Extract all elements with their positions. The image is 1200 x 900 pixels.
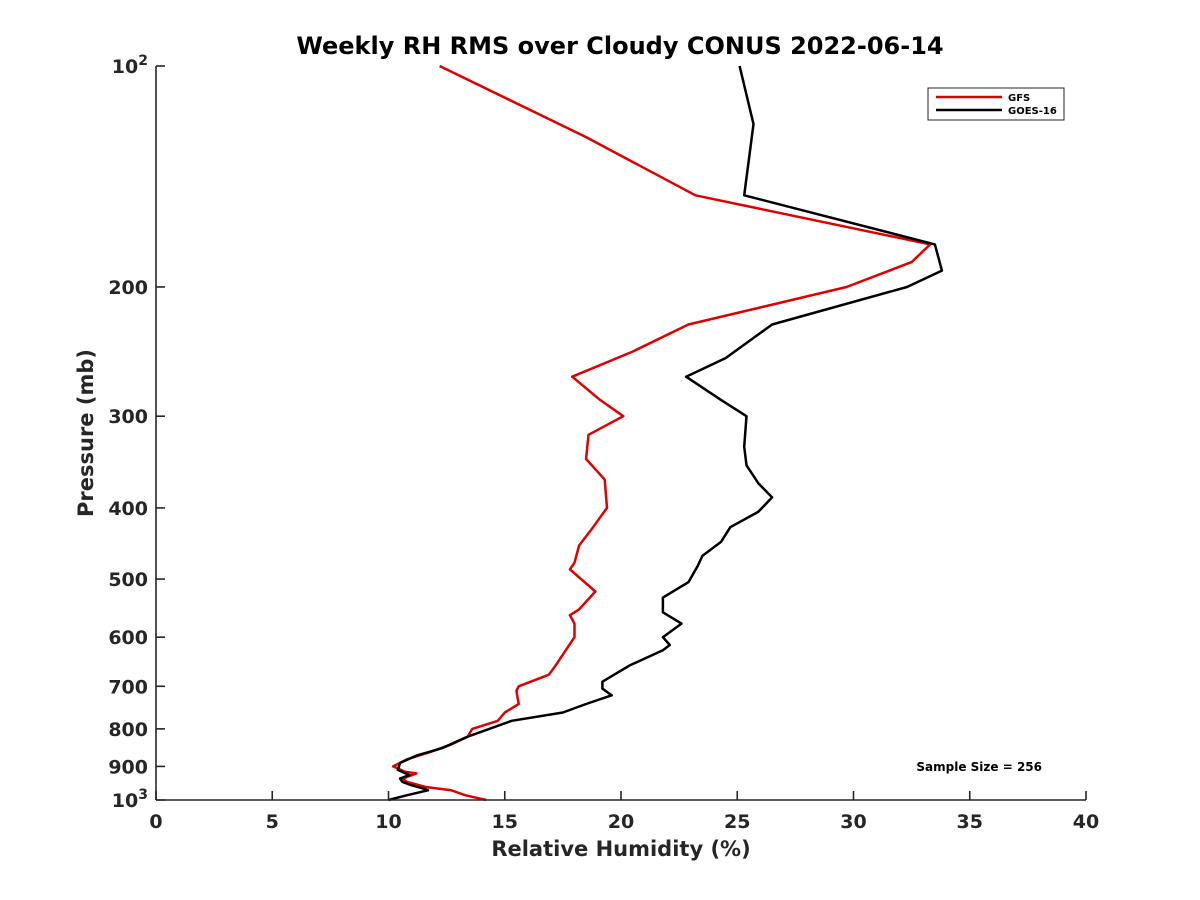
legend-box <box>927 87 1065 121</box>
series-line-goes16 <box>388 65 944 802</box>
legend: GFS GOES-16 <box>927 87 1065 121</box>
y-tick-label: 300 <box>108 406 148 428</box>
x-axis-ticks: 0 5 10 15 20 25 30 35 40 <box>149 791 1099 833</box>
series-layer <box>388 64 944 802</box>
chart-title: Weekly RH RMS over Cloudy CONUS 2022-06-… <box>296 32 943 60</box>
y-tick-label: 500 <box>108 569 148 591</box>
y-axis-label: Pressure (mb) <box>74 349 98 517</box>
x-tick-label: 35 <box>957 811 983 833</box>
x-tick-label: 5 <box>266 811 279 833</box>
y-tick-label: 102 <box>112 53 148 78</box>
legend-label-goes16: GOES-16 <box>1008 106 1057 117</box>
y-tick-label: 200 <box>108 277 148 299</box>
x-tick-label: 40 <box>1073 811 1099 833</box>
x-tick-label: 15 <box>492 811 518 833</box>
y-tick-label: 800 <box>108 719 148 741</box>
y-tick-label: 600 <box>108 627 148 649</box>
x-tick-label: 20 <box>608 811 634 833</box>
x-axis-label: Relative Humidity (%) <box>491 837 750 861</box>
x-tick-label: 10 <box>375 811 401 833</box>
y-tick-label: 103 <box>112 787 148 812</box>
x-tick-label: 30 <box>840 811 866 833</box>
y-tick-label: 700 <box>108 676 148 698</box>
x-tick-label: 25 <box>724 811 750 833</box>
y-tick-label: 400 <box>108 498 148 520</box>
sample-size-annotation: Sample Size = 256 <box>916 760 1042 774</box>
x-tick-label: 0 <box>149 811 162 833</box>
y-tick-label: 900 <box>108 756 148 778</box>
y-axis-ticks: 102 200 300 400 500 600 700 800 900 103 <box>108 53 165 812</box>
legend-label-gfs: GFS <box>1008 93 1030 104</box>
